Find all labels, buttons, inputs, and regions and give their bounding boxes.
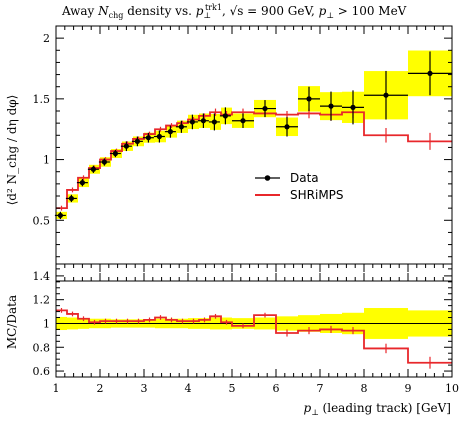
data-point — [240, 118, 246, 124]
data-point — [350, 104, 356, 110]
data-point — [211, 119, 217, 125]
x-tick-label: 3 — [141, 382, 148, 395]
ratio-axes: 0.6 0.8 1 1.2 1.4 1 2 3 4 5 6 7 8 9 10 — [33, 264, 459, 395]
shrimps-step-line — [56, 111, 452, 210]
data-point — [284, 124, 290, 130]
ratio-plot-frame — [55, 263, 453, 378]
x-tick-label: 10 — [445, 382, 459, 395]
ratio-ylabel: MC/Data — [5, 295, 19, 349]
data-point — [123, 143, 129, 149]
data-point — [200, 118, 206, 124]
x-tick-label: 6 — [273, 382, 280, 395]
legend-shrimps-label: SHRiMPS — [290, 188, 344, 202]
data-point — [383, 92, 389, 98]
x-axis-label: p⊥ (leading track) [GeV] — [304, 401, 451, 417]
data-point — [222, 113, 228, 119]
main-data-series — [54, 51, 452, 220]
main-y-tick-label: 2 — [43, 32, 50, 45]
legend-entry-shrimps: SHRiMPS — [255, 188, 344, 202]
data-point — [57, 212, 64, 219]
ratio-y-tick-label: 1 — [43, 317, 50, 330]
x-tick-label: 7 — [317, 382, 324, 395]
data-point — [178, 124, 184, 130]
x-tick-label: 1 — [53, 382, 60, 395]
main-y-tick-label: 1.5 — [33, 93, 51, 106]
ratio-y-tick-label: 1.4 — [33, 270, 51, 283]
data-point — [156, 133, 162, 140]
data-point — [68, 195, 74, 202]
data-point — [101, 159, 107, 165]
data-point — [189, 119, 195, 125]
data-point — [306, 96, 312, 102]
main-plot-frame — [55, 25, 453, 282]
x-tick-label: 9 — [405, 382, 412, 395]
legend-entry-data: Data — [255, 171, 319, 185]
data-point — [328, 103, 334, 109]
x-tick-label: 4 — [185, 382, 192, 395]
data-point — [112, 150, 118, 157]
legend-data-label: Data — [290, 171, 319, 185]
main-ylabel: ⟨d² N_chg / dη dφ⟩ — [5, 95, 19, 206]
data-point — [167, 129, 173, 135]
x-tick-label: 8 — [361, 382, 368, 395]
x-tick-label: 5 — [229, 382, 236, 395]
ratio-y-tick-label: 1.2 — [33, 294, 51, 307]
data-point — [79, 180, 85, 186]
data-point — [145, 135, 151, 141]
data-point — [262, 105, 268, 112]
main-y-tick-label: 1 — [43, 154, 50, 167]
ratio-y-tick-label: 0.8 — [33, 341, 51, 354]
legend: Data SHRiMPS — [255, 171, 344, 202]
ratio-shrimps-series — [56, 308, 452, 369]
data-point — [134, 138, 140, 144]
ratio-step-line — [56, 309, 452, 364]
main-y-axis: 0.5 1 1.5 2 — [33, 26, 453, 281]
main-y-tick-label: 0.5 — [33, 214, 51, 227]
chart-title: Away Nchg density vs. p⊥trk1, √s = 900 G… — [61, 3, 407, 20]
legend-data-marker — [264, 175, 271, 181]
ratio-y-tick-label: 0.6 — [33, 365, 51, 378]
x-tick-label: 2 — [97, 382, 104, 395]
data-point — [90, 166, 96, 172]
data-point — [427, 70, 433, 76]
